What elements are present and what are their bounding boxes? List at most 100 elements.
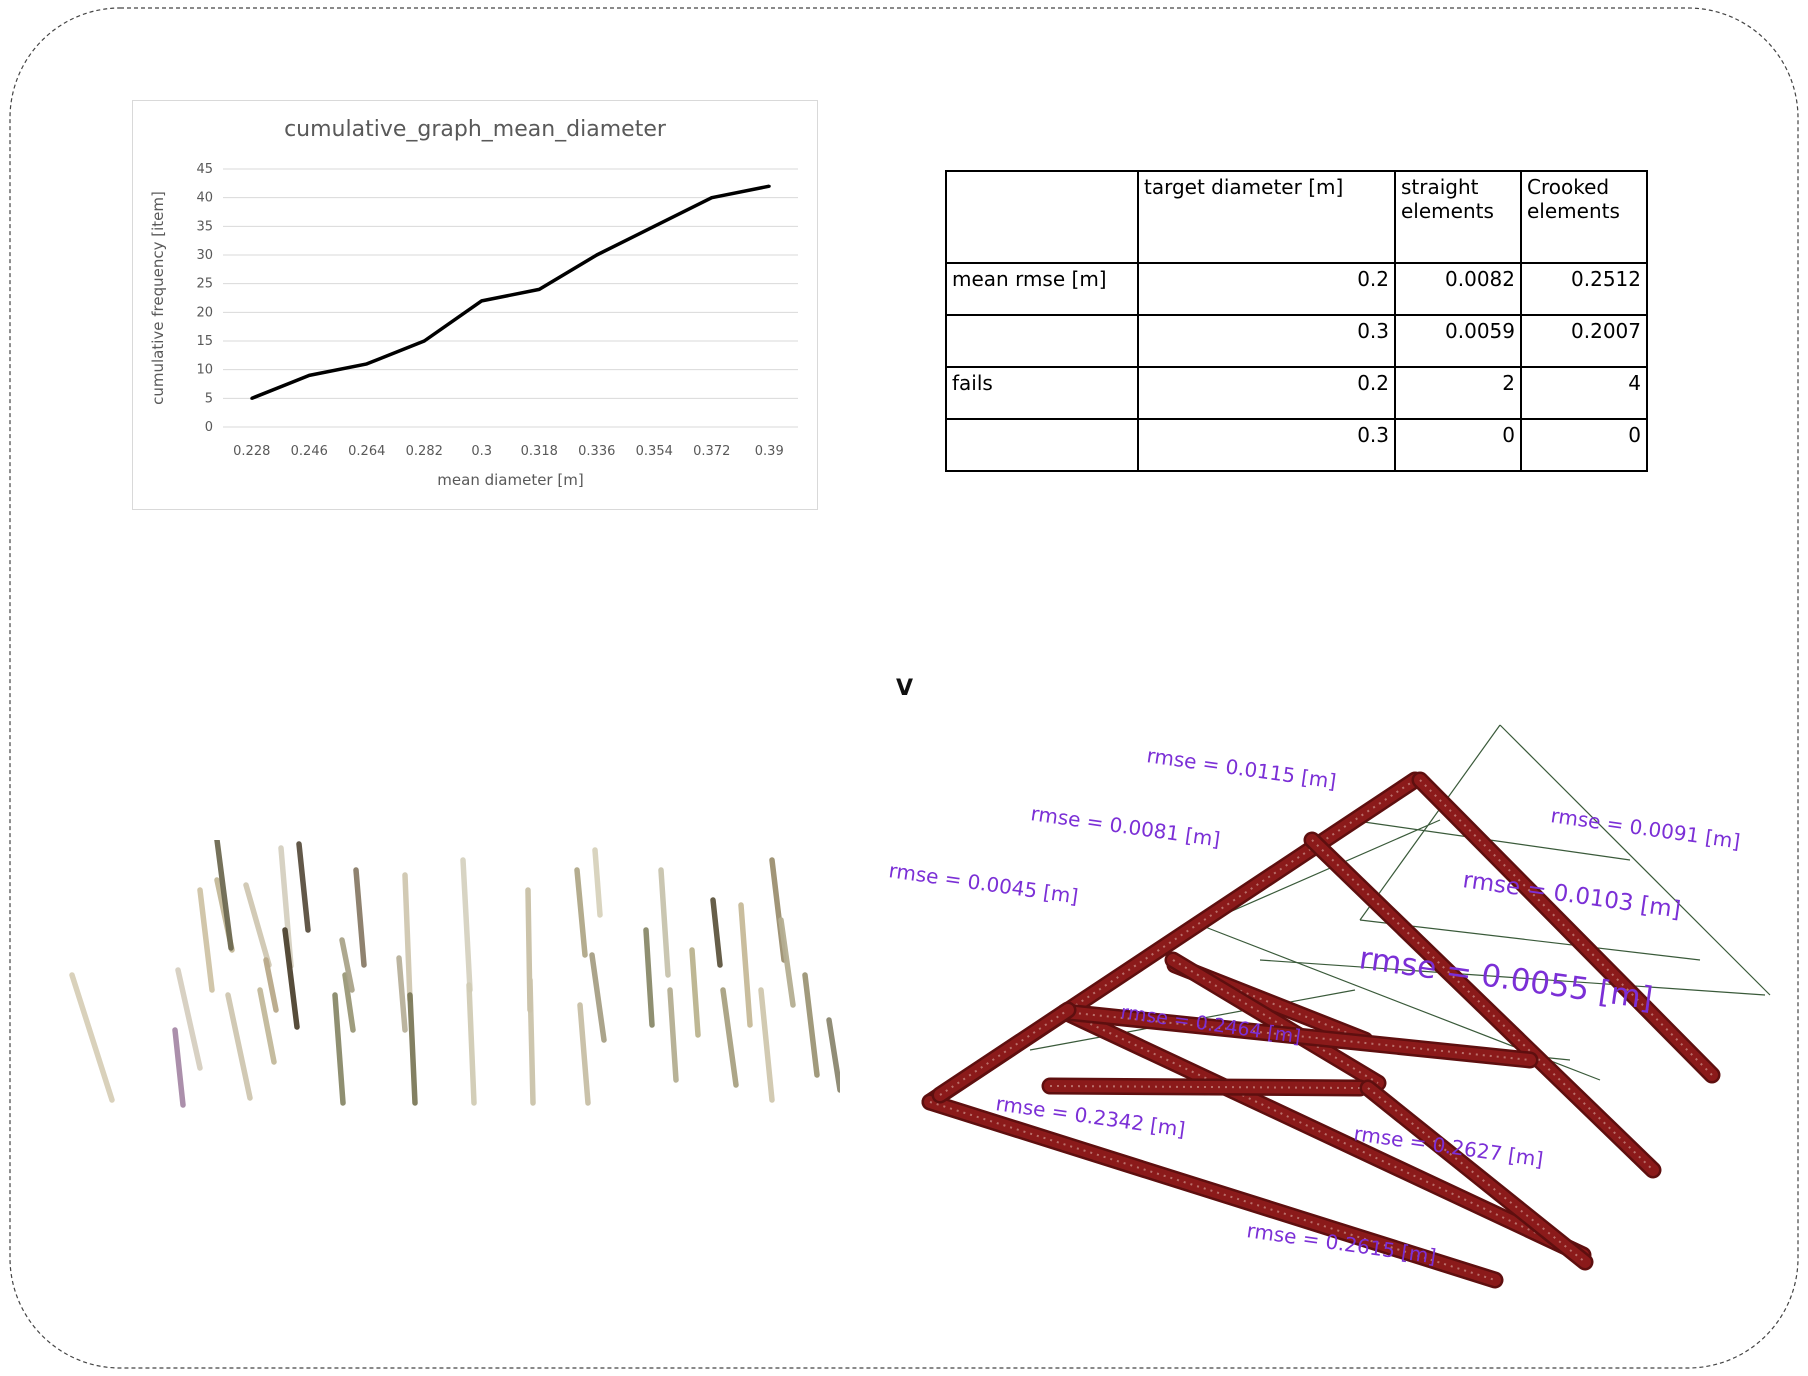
truss-member-texture [929, 1101, 1496, 1281]
y-tick-label: 15 [196, 334, 213, 349]
table-header-cell: target diameter [m] [1137, 170, 1396, 264]
data-point [595, 253, 599, 257]
truss-members [921, 771, 1721, 1289]
chart-title: cumulative_graph_mean_diameter [284, 117, 666, 142]
series-line [251, 184, 770, 400]
cumulative-chart: cumulative_graph_mean_diameter 0 5 10 15 20 2… [132, 100, 818, 510]
log-mark [466, 982, 477, 1106]
table-cell: 0.2007 [1520, 314, 1648, 368]
log-mark [175, 967, 203, 1071]
log-mark [257, 987, 277, 1065]
log-mark [402, 872, 413, 1003]
log-mark [689, 947, 701, 1038]
table-cell: 0.3 [1137, 314, 1396, 368]
log-mark [353, 867, 367, 968]
x-tick-label: 0.372 [693, 444, 730, 459]
truss-model: rmse = 0.0115 [m] rmse = 0.0081 [m] rmse =… [887, 724, 1771, 1289]
reference-line [1499, 724, 1771, 996]
log-mark [197, 887, 215, 993]
log-mark [342, 972, 356, 1033]
figure-label: V [896, 676, 914, 701]
table-cell: 0.0059 [1394, 314, 1522, 368]
table-cell: 0.2 [1137, 262, 1396, 316]
x-tick-label: 0.318 [521, 444, 558, 459]
table-cell [945, 314, 1139, 368]
rmse-table: target diameter [m] straight elements Cr… [945, 170, 1648, 472]
y-tick-label: 30 [196, 248, 213, 263]
log-mark [172, 1027, 186, 1108]
truss-member [1306, 834, 1659, 1176]
data-point [480, 299, 484, 303]
table-header-cell [945, 170, 1139, 264]
log-mark [720, 987, 739, 1088]
table-header-row: target diameter [m] straight elements Cr… [945, 170, 1648, 264]
reference-line [1359, 919, 1701, 961]
chart-plot: 0 5 10 15 20 25 30 35 40 45 0.228 0.246 0.264 0.282 0.… [149, 162, 798, 489]
table-cell: 0 [1520, 418, 1648, 472]
y-tick-label: 20 [196, 305, 213, 320]
table-cell: 0.0082 [1394, 262, 1522, 316]
log-mark [527, 977, 536, 1106]
reference-line [1259, 959, 1766, 996]
table-cell: fails [945, 366, 1139, 420]
reference-line [1199, 819, 1441, 926]
data-point [537, 287, 541, 291]
log-mark [332, 992, 346, 1106]
data-point [422, 339, 426, 343]
log-mark [460, 857, 473, 993]
data-point [767, 184, 771, 188]
log-mark [225, 992, 253, 1101]
log-mark [658, 867, 671, 978]
x-tick-label: 0.228 [233, 444, 270, 459]
data-point [710, 196, 714, 200]
log-mark [710, 897, 723, 968]
y-tick-label: 5 [205, 391, 213, 406]
table-cell: 4 [1520, 366, 1648, 420]
table-cell: mean rmse [m] [945, 262, 1139, 316]
rmse-labels: rmse = 0.0115 [m] rmse = 0.0081 [m] rmse =… [887, 743, 1741, 1268]
log-mark [69, 972, 115, 1103]
truss-member-texture [1172, 959, 1379, 1084]
x-tick-label: 0.264 [348, 444, 385, 459]
reference-line [1359, 724, 1501, 921]
x-tick-label: 0.336 [578, 444, 615, 459]
table-cell: 0.2 [1137, 366, 1396, 420]
table-cell: 2 [1394, 366, 1522, 420]
y-tick-label: 10 [196, 363, 213, 378]
point-cloud-logs [69, 840, 840, 1108]
log-mark [738, 902, 753, 1028]
truss-member-texture [1064, 1011, 1531, 1061]
table-row: fails 0.2 2 4 [945, 366, 1648, 420]
log-mark [758, 987, 775, 1103]
log-mark [577, 1002, 591, 1106]
log-mark [592, 847, 603, 918]
rmse-label: rmse = 0.0115 [m] [1145, 743, 1337, 793]
truss-member-texture [1367, 1087, 1586, 1263]
y-axis-label: cumulative frequency [item] [149, 191, 167, 405]
x-tick-label: 0.3 [471, 444, 492, 459]
data-point [250, 396, 254, 400]
rmse-label: rmse = 0.0045 [m] [887, 858, 1079, 908]
log-mark [643, 927, 655, 1028]
x-tick-label: 0.246 [291, 444, 328, 459]
table-cell: 0 [1394, 418, 1522, 472]
table-row: 0.3 0 0 [945, 418, 1648, 472]
truss-member [1414, 774, 1718, 1081]
rmse-label: rmse = 0.0055 [m] [1357, 940, 1655, 1017]
log-mark [778, 917, 796, 1008]
log-mark [802, 972, 820, 1078]
log-mark [214, 840, 234, 951]
rmse-label: rmse = 0.0081 [m] [1029, 801, 1221, 851]
y-tick-label: 40 [196, 191, 213, 206]
rmse-label: rmse = 0.0091 [m] [1549, 803, 1741, 853]
log-mark [574, 867, 588, 958]
table-row: mean rmse [m] 0.2 0.0082 0.2512 [945, 262, 1648, 316]
x-tick-label: 0.354 [636, 444, 673, 459]
log-mark [282, 927, 300, 1030]
data-point [652, 224, 656, 228]
log-mark [243, 882, 272, 968]
log-mark [263, 957, 279, 1013]
truss-member-texture [1064, 1011, 1584, 1256]
y-tick-label: 25 [196, 277, 213, 292]
log-mark [396, 955, 408, 1033]
